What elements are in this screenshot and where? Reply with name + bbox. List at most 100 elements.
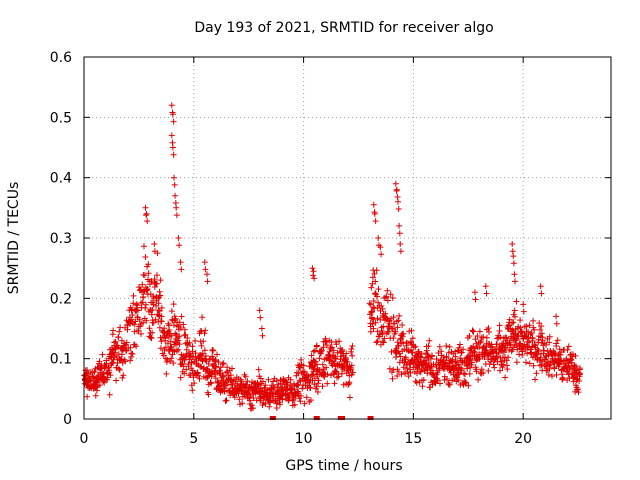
data-point <box>115 334 122 340</box>
data-point <box>175 346 182 353</box>
data-point <box>172 192 179 199</box>
data-point <box>239 400 246 407</box>
data-point <box>369 308 375 315</box>
data-point <box>417 368 424 375</box>
data-point <box>309 265 316 272</box>
data-point <box>478 334 485 341</box>
data-point <box>217 364 224 371</box>
data-point <box>196 375 203 382</box>
data-point <box>216 367 223 374</box>
data-point <box>452 353 459 360</box>
data-point <box>523 359 529 366</box>
data-point <box>93 387 100 394</box>
data-point <box>106 391 113 398</box>
data-point <box>399 322 406 328</box>
data-point <box>437 380 443 387</box>
data-point <box>397 248 404 255</box>
data-point <box>324 371 331 378</box>
data-point <box>383 293 390 300</box>
data-point <box>320 344 327 351</box>
data-point <box>389 375 396 382</box>
data-point <box>178 266 185 273</box>
data-point <box>234 382 241 389</box>
data-point <box>255 366 262 373</box>
data-point <box>120 372 127 379</box>
data-point <box>472 296 479 303</box>
data-point <box>123 339 130 346</box>
data-point <box>200 338 207 345</box>
data-point <box>279 396 286 403</box>
data-point <box>506 316 513 323</box>
data-point <box>493 341 500 348</box>
data-point <box>155 307 162 314</box>
data-point <box>367 328 374 335</box>
data-point <box>214 378 221 385</box>
data-point <box>566 366 573 373</box>
data-point <box>564 346 571 353</box>
data-point <box>372 319 379 326</box>
data-point <box>202 327 209 334</box>
x-tick-label: 20 <box>514 431 532 447</box>
data-point <box>478 338 484 345</box>
data-point <box>176 242 183 249</box>
data-point <box>517 317 524 324</box>
data-point <box>202 266 209 273</box>
x-axis-label: GPS time / hours <box>285 458 402 474</box>
y-axis-label: SRMTID / TECUs <box>6 182 22 295</box>
data-point <box>164 356 171 363</box>
data-point <box>313 383 320 390</box>
data-point <box>147 334 154 341</box>
data-point <box>104 376 111 383</box>
data-point <box>189 387 196 394</box>
data-point <box>166 334 172 340</box>
y-tick-label: 0.2 <box>50 291 72 307</box>
data-point <box>348 346 355 352</box>
data-point <box>496 328 503 334</box>
data-point <box>175 337 182 344</box>
data-point <box>189 343 196 350</box>
data-point <box>171 181 178 188</box>
data-point <box>419 383 426 390</box>
data-point <box>168 308 175 315</box>
data-point <box>307 397 314 404</box>
data-point <box>330 347 337 354</box>
data-point <box>169 144 176 151</box>
data-point <box>348 362 355 369</box>
data-point <box>167 338 174 345</box>
data-point <box>546 339 553 346</box>
data-point <box>270 378 277 385</box>
data-point <box>468 347 474 354</box>
data-point <box>181 326 188 333</box>
data-point <box>244 378 251 385</box>
data-point <box>157 292 164 299</box>
data-point <box>167 358 173 365</box>
data-point <box>553 343 560 349</box>
data-point <box>223 397 230 404</box>
data-point <box>129 351 136 357</box>
data-point <box>542 352 549 359</box>
data-point <box>531 326 538 333</box>
data-point <box>169 111 176 118</box>
data-point <box>130 292 137 299</box>
data-point <box>323 364 330 371</box>
data-point <box>392 328 399 335</box>
data-point <box>565 343 572 350</box>
data-point <box>467 355 474 362</box>
data-point <box>142 254 149 260</box>
data-point <box>339 346 346 353</box>
data-point <box>443 343 450 349</box>
data-point <box>181 370 188 377</box>
data-point <box>119 374 126 381</box>
data-point <box>389 295 396 301</box>
data-point <box>455 361 462 368</box>
data-point <box>119 345 126 352</box>
data-point <box>509 327 516 334</box>
data-point <box>348 365 354 371</box>
data-point <box>188 359 195 366</box>
data-point <box>173 212 180 219</box>
data-point <box>166 327 173 333</box>
data-point <box>385 323 392 330</box>
data-point <box>546 333 553 340</box>
data-point <box>291 401 298 408</box>
data-point <box>446 343 453 350</box>
